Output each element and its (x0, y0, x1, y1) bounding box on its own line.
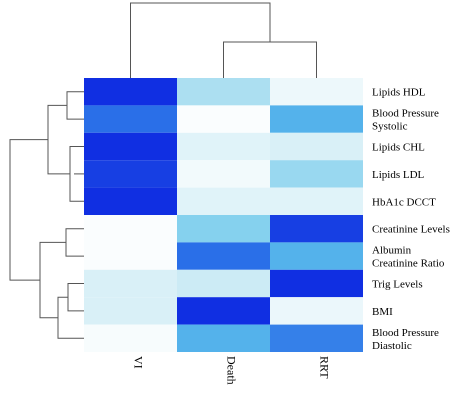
row-dendrogram (9, 91, 84, 339)
row-label: Trig Levels (372, 279, 423, 291)
row-label: Lipids CHL (372, 142, 425, 154)
dendrogram-branch (39, 241, 66, 319)
column-label: Death (225, 356, 239, 385)
heatmap-cell (177, 160, 270, 188)
row-label: Blood Pressure (372, 327, 439, 339)
row-label: Creatinine Ratio (372, 258, 445, 270)
heatmap-cells (84, 78, 363, 352)
heatmap-cell (177, 215, 270, 243)
heatmap-cell (177, 297, 270, 325)
row-label: Albumin (372, 245, 412, 257)
dendrogram-branch (66, 91, 84, 120)
heatmap-cell (270, 105, 363, 133)
heatmap-cell (84, 132, 177, 161)
heatmap-cell (84, 269, 177, 298)
heatmap-cell (177, 187, 270, 215)
row-label: Diastolic (372, 340, 412, 352)
row-label: Systolic (372, 121, 408, 133)
dendrogram-branch (9, 139, 48, 281)
row-label: Creatinine Levels (372, 224, 450, 236)
heatmap-cell (84, 215, 177, 243)
heatmap-cell (270, 187, 363, 215)
heatmap-cell (270, 324, 363, 352)
heatmap-cell (270, 242, 363, 270)
dendrogram-branch (130, 2, 271, 78)
heatmap-cell (270, 132, 363, 161)
heatmap-cell (84, 160, 177, 188)
column-label: RRT (318, 356, 332, 379)
dendrogram-branch (57, 296, 84, 339)
heatmap-cell (270, 160, 363, 188)
heatmap-cell (270, 269, 363, 298)
heatmap-cell (84, 297, 177, 325)
column-labels: VI Death RRT (132, 356, 332, 385)
heatmap-cell (84, 187, 177, 215)
heatmap-cell (177, 105, 270, 133)
row-label: BMI (372, 306, 393, 318)
heatmap-cell (84, 324, 177, 352)
heatmap-cell (84, 78, 177, 106)
heatmap-cell (177, 78, 270, 106)
column-dendrogram (130, 2, 317, 78)
heatmap-cell (84, 105, 177, 133)
heatmap-cell (270, 297, 363, 325)
row-label: HbA1c DCCT (372, 196, 436, 208)
heatmap-cell (84, 242, 177, 270)
heatmap-cell (177, 269, 270, 298)
row-label: Lipids HDL (372, 87, 426, 99)
row-label: Blood Pressure (372, 108, 439, 120)
column-label: VI (132, 356, 146, 369)
dendrogram-branch (67, 283, 84, 312)
dendrogram-branch (65, 228, 84, 257)
row-label: Lipids LDL (372, 169, 425, 181)
heatmap-cell (177, 132, 270, 161)
dendrogram-branch (223, 41, 317, 78)
heatmap-cell (270, 78, 363, 106)
heatmap-cell (270, 215, 363, 243)
heatmap-cell (177, 324, 270, 352)
heatmap-cell (177, 242, 270, 270)
